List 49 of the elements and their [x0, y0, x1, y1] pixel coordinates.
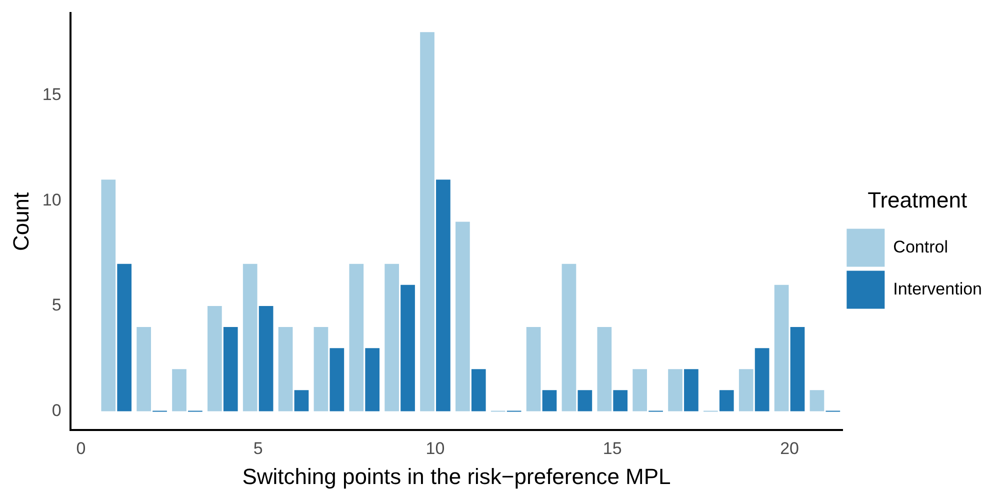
- bar: [258, 306, 274, 412]
- bar: [242, 264, 258, 412]
- y-tick-label: 10: [42, 190, 62, 210]
- bar: [632, 369, 648, 412]
- bar: [668, 369, 682, 412]
- bar: [117, 264, 132, 412]
- bar: [526, 327, 541, 412]
- legend-label: Control: [893, 237, 948, 256]
- bar: [436, 180, 450, 412]
- bar: [101, 180, 116, 412]
- bar: [223, 327, 238, 412]
- x-tick-label: 10: [426, 439, 445, 458]
- y-tick-label: 0: [52, 400, 62, 420]
- bar: [278, 327, 293, 412]
- y-tick-label: 15: [42, 85, 62, 104]
- bar: [738, 369, 754, 412]
- bar: [349, 264, 364, 412]
- bar: [400, 284, 415, 412]
- bar: [613, 390, 628, 412]
- bar: [330, 348, 344, 412]
- bar: [684, 369, 698, 412]
- bar: [790, 327, 805, 412]
- bar: [136, 327, 151, 412]
- bar: [294, 390, 309, 412]
- bar: [562, 264, 576, 412]
- bar: [719, 390, 734, 412]
- x-axis-title: Switching points in the risk−preference MPL: [242, 464, 671, 489]
- y-axis-title: Count: [8, 192, 34, 252]
- bar: [314, 327, 328, 412]
- bar: [456, 222, 470, 412]
- bar: [597, 327, 612, 412]
- x-tick-label: 5: [253, 439, 263, 458]
- bar: [542, 390, 557, 412]
- x-tick-label: 15: [602, 439, 622, 458]
- bar: [754, 348, 770, 412]
- x-tick-label: 20: [780, 439, 799, 458]
- bar: [774, 284, 789, 412]
- bar: [365, 348, 380, 412]
- legend-label: Intervention: [893, 279, 982, 298]
- bar: [471, 369, 486, 412]
- bar: [810, 390, 824, 412]
- bar: [420, 32, 434, 412]
- bar: [172, 369, 186, 412]
- bar: [384, 264, 400, 412]
- y-tick-label: 5: [52, 296, 62, 315]
- bar: [578, 390, 592, 412]
- x-tick-label: 0: [76, 439, 86, 458]
- legend-title: Treatment: [868, 187, 968, 212]
- bar: [208, 306, 222, 412]
